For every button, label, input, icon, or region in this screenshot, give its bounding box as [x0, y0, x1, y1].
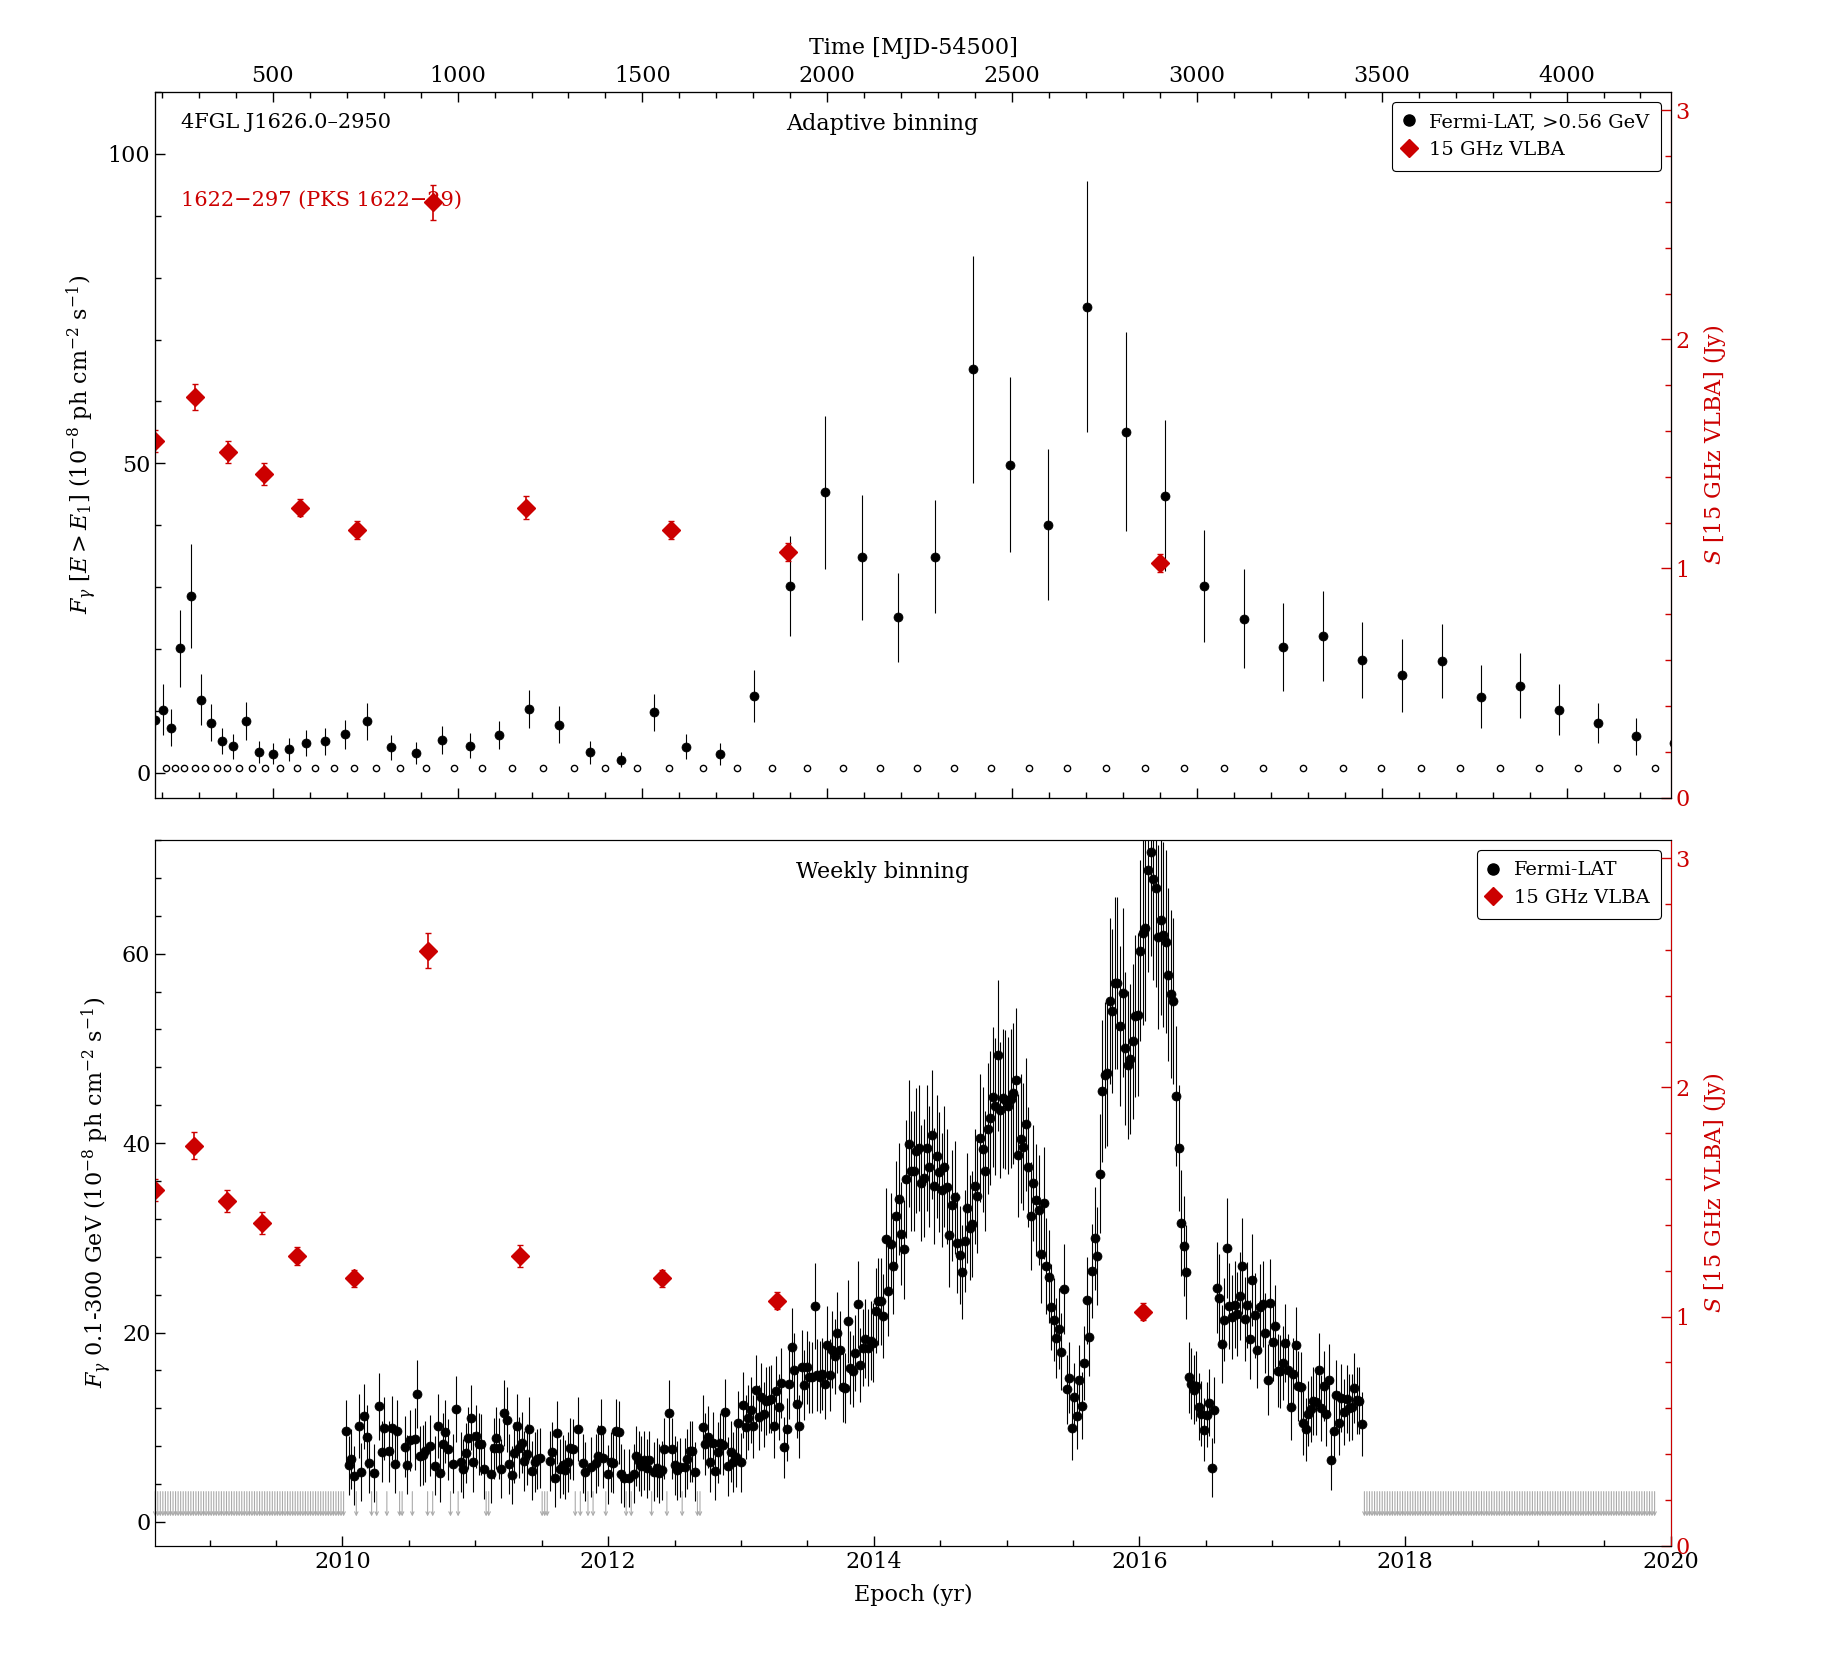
Legend: Fermi-LAT, 15 GHz VLBA: Fermi-LAT, 15 GHz VLBA: [1477, 849, 1662, 919]
Y-axis label: $F_\gamma\ [E>E_1]\ (10^{-8}\ \mathrm{ph\ cm^{-2}\ s^{-1}})$: $F_\gamma\ [E>E_1]\ (10^{-8}\ \mathrm{ph…: [64, 276, 99, 615]
Text: 4FGL J1626.0–2950: 4FGL J1626.0–2950: [181, 114, 391, 132]
Y-axis label: $F_\gamma\ 0.1$-$300\ \mathrm{GeV}\ (10^{-8}\ \mathrm{ph\ cm^{-2}\ s^{-1}})$: $F_\gamma\ 0.1$-$300\ \mathrm{GeV}\ (10^…: [79, 998, 113, 1389]
Text: Adaptive binning: Adaptive binning: [787, 114, 979, 135]
X-axis label: Time [MJD-54500]: Time [MJD-54500]: [809, 37, 1017, 58]
Legend: Fermi-LAT, >0.56 GeV, 15 GHz VLBA: Fermi-LAT, >0.56 GeV, 15 GHz VLBA: [1391, 102, 1662, 170]
Text: 1622−297 (PKS 1622−29): 1622−297 (PKS 1622−29): [181, 190, 462, 209]
Y-axis label: $S$ [15 GHz VLBA] (Jy): $S$ [15 GHz VLBA] (Jy): [1702, 324, 1727, 565]
Y-axis label: $S$ [15 GHz VLBA] (Jy): $S$ [15 GHz VLBA] (Jy): [1702, 1073, 1727, 1313]
Text: Weekly binning: Weekly binning: [796, 861, 970, 884]
X-axis label: Epoch (yr): Epoch (yr): [855, 1584, 971, 1606]
